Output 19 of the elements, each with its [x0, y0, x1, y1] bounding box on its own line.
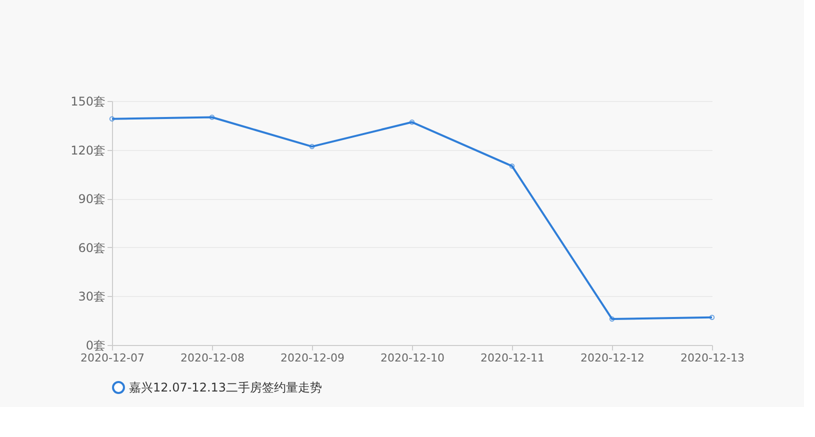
y-tick-label: 90套 [78, 192, 106, 206]
y-tick-label: 60套 [78, 240, 106, 255]
point [609, 316, 615, 322]
x-tick-label: 2020-12-13 [680, 352, 744, 364]
x-tick-label: 2020-12-11 [480, 352, 544, 364]
y-tick-label: 30套 [78, 290, 106, 304]
y-tick-label: 120套 [70, 143, 106, 158]
x-tick-label: 2020-12-10 [380, 352, 444, 364]
y-tick-label: 150套 [70, 94, 106, 108]
point [209, 114, 215, 120]
x-tick-label: 2020-12-07 [80, 352, 144, 364]
point [409, 120, 415, 125]
x-tick-label: 2020-12-09 [280, 352, 344, 364]
x-tick-label: 2020-12-12 [580, 352, 644, 364]
point [509, 163, 515, 169]
x-tick-label: 2020-12-08 [180, 352, 244, 364]
point [309, 144, 315, 150]
legend-label: 嘉兴12.07-12.13二手房签约量走势 [129, 380, 322, 394]
y-tick-label: 0套 [86, 338, 106, 352]
